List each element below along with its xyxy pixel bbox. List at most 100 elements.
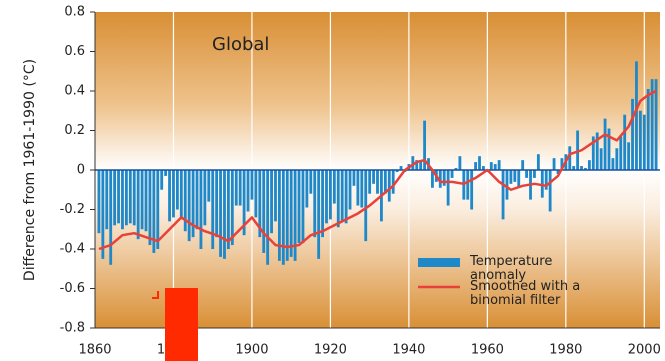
bar bbox=[533, 170, 536, 178]
bar bbox=[584, 168, 587, 170]
bar bbox=[548, 170, 552, 212]
bar bbox=[536, 154, 540, 170]
bar bbox=[148, 170, 152, 246]
y-tick-label: -0.8 bbox=[60, 321, 85, 336]
bar bbox=[195, 170, 199, 230]
bar bbox=[419, 160, 423, 170]
bar bbox=[431, 170, 434, 188]
bar bbox=[470, 170, 474, 210]
bar bbox=[599, 148, 603, 170]
bar bbox=[650, 79, 654, 170]
y-tick-label: 0 bbox=[77, 163, 85, 178]
bar bbox=[387, 170, 391, 202]
bar bbox=[474, 162, 478, 170]
bar bbox=[603, 118, 607, 170]
bar bbox=[572, 166, 576, 170]
bar bbox=[113, 170, 117, 226]
y-tick-label: -0.6 bbox=[60, 281, 85, 296]
bar bbox=[478, 156, 481, 170]
bar bbox=[423, 120, 426, 170]
bar bbox=[454, 168, 458, 170]
bar bbox=[344, 170, 348, 224]
bar bbox=[619, 136, 623, 170]
x-tick-label: 1980 bbox=[549, 343, 582, 358]
bar bbox=[356, 170, 360, 206]
bar bbox=[383, 170, 387, 194]
bar bbox=[517, 170, 521, 188]
bar bbox=[289, 170, 293, 257]
bar bbox=[332, 170, 336, 204]
bar bbox=[309, 170, 313, 194]
bar bbox=[654, 79, 658, 170]
bar bbox=[191, 170, 195, 238]
bar bbox=[230, 170, 234, 246]
bar bbox=[442, 170, 446, 186]
bar bbox=[246, 170, 250, 212]
bar bbox=[183, 170, 187, 232]
bar bbox=[360, 170, 364, 208]
bar bbox=[646, 89, 650, 170]
bar bbox=[458, 156, 462, 170]
bar bbox=[501, 170, 505, 220]
bar bbox=[97, 170, 101, 234]
bar bbox=[152, 170, 156, 253]
bar bbox=[281, 170, 285, 265]
bar bbox=[505, 170, 509, 200]
bar bbox=[160, 170, 164, 190]
bar bbox=[568, 146, 572, 170]
legend-label: Temperature anomaly bbox=[470, 254, 553, 283]
bar bbox=[638, 110, 642, 170]
bar bbox=[301, 170, 305, 244]
bar bbox=[172, 170, 175, 218]
smoothed-line bbox=[98, 89, 657, 251]
bar bbox=[372, 170, 375, 184]
y-axis-label: Difference from 1961-1990 (°C) bbox=[22, 59, 38, 281]
bar bbox=[238, 170, 242, 206]
bar bbox=[348, 170, 352, 210]
bar bbox=[399, 166, 403, 170]
bar bbox=[627, 142, 631, 170]
bar bbox=[211, 170, 215, 249]
bar bbox=[521, 160, 525, 170]
bar bbox=[489, 162, 493, 170]
bar bbox=[219, 170, 222, 257]
bar bbox=[105, 170, 109, 230]
y-tick-label: -0.4 bbox=[60, 242, 85, 257]
bar bbox=[364, 170, 368, 242]
bar bbox=[525, 170, 529, 178]
bar bbox=[391, 170, 395, 194]
bar bbox=[121, 170, 124, 230]
bar bbox=[203, 170, 207, 226]
bar bbox=[234, 170, 238, 206]
bar bbox=[226, 170, 230, 249]
bar bbox=[635, 61, 638, 170]
legend-label: Smoothed with a binomial filter bbox=[470, 279, 581, 308]
bar bbox=[117, 170, 120, 224]
x-tick-label: 1940 bbox=[392, 343, 425, 358]
bar bbox=[368, 170, 372, 194]
bar bbox=[223, 170, 226, 259]
y-tick-label: 0.6 bbox=[64, 44, 85, 59]
x-tick-label: 1960 bbox=[471, 343, 504, 358]
bar bbox=[497, 160, 501, 170]
bar bbox=[250, 170, 254, 200]
bar bbox=[164, 170, 168, 176]
bar bbox=[615, 148, 619, 170]
bar bbox=[556, 170, 560, 174]
bar bbox=[262, 170, 266, 253]
bar bbox=[175, 170, 179, 210]
bar bbox=[631, 98, 634, 170]
bar bbox=[132, 170, 136, 226]
bar bbox=[321, 170, 324, 238]
bar bbox=[140, 170, 144, 230]
bar bbox=[168, 170, 171, 222]
bar bbox=[144, 170, 148, 232]
bar bbox=[450, 170, 454, 178]
bar bbox=[552, 158, 556, 170]
bar bbox=[156, 170, 160, 249]
y-tick-label: 0.2 bbox=[64, 123, 85, 138]
bar bbox=[352, 170, 356, 186]
bar bbox=[493, 164, 497, 170]
